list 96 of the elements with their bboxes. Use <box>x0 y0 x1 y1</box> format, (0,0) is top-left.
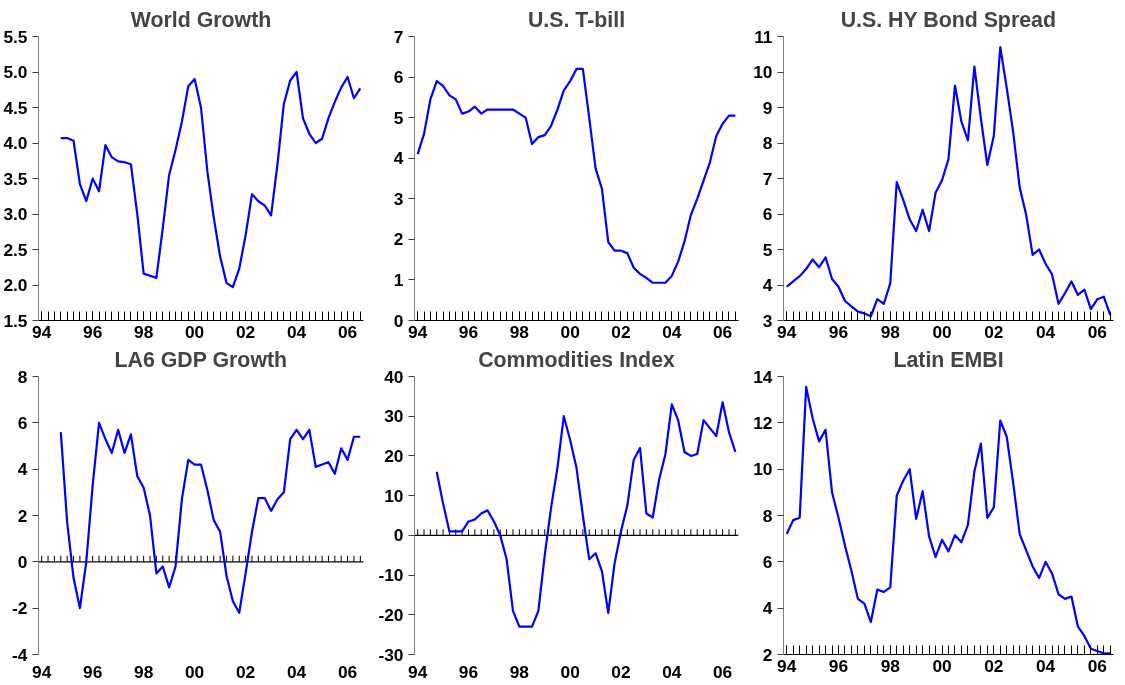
y-tick-label: 3.0 <box>3 204 28 224</box>
x-tick-label: 94 <box>777 321 797 342</box>
y-tick-label: 7 <box>393 26 404 47</box>
y-tick-label: 40 <box>384 366 404 387</box>
y-tick-label: 4.0 <box>3 133 28 153</box>
x-tick-label: 00 <box>932 655 952 676</box>
x-tick-label: 98 <box>509 661 530 682</box>
chart-title: U.S. T-bill <box>527 7 626 32</box>
y-tick-label: 4 <box>762 275 773 295</box>
x-tick-label: 96 <box>83 661 103 682</box>
y-tick-label: 2 <box>17 505 28 526</box>
x-tick-label: 02 <box>235 661 256 682</box>
x-tick-label: 06 <box>712 321 733 342</box>
y-tick-label: 1 <box>393 269 404 290</box>
x-tick-label: 96 <box>458 661 479 682</box>
chart-title: Latin EMBI <box>893 347 1004 372</box>
x-tick-label: 94 <box>408 661 428 682</box>
x-tick-label: 02 <box>235 321 256 342</box>
x-tick-label: 06 <box>337 321 358 342</box>
y-tick-label: 30 <box>384 406 404 427</box>
y-tick-label: 2 <box>762 644 773 665</box>
y-tick-label: 7 <box>762 168 773 189</box>
x-tick-label: 96 <box>458 321 479 342</box>
y-tick-label: 9 <box>762 97 773 118</box>
x-tick-label: 02 <box>611 321 631 342</box>
y-tick-label: 5 <box>762 239 773 260</box>
x-tick-label: 04 <box>1035 321 1056 342</box>
x-tick-label: 98 <box>880 321 901 342</box>
y-tick-label: -2 <box>12 598 28 619</box>
y-tick-label: 12 <box>753 412 773 433</box>
x-tick-label: 96 <box>828 655 849 676</box>
y-tick-label: 10 <box>753 62 773 82</box>
y-tick-label: -30 <box>378 644 404 665</box>
x-tick-label: 98 <box>134 661 154 682</box>
y-tick-label: 6 <box>393 67 404 88</box>
y-tick-label: 0 <box>17 551 28 572</box>
chart-title: U.S. HY Bond Spread <box>840 7 1056 32</box>
x-tick-label: 06 <box>1087 321 1108 342</box>
y-tick-label: 10 <box>384 485 404 506</box>
x-tick-label: 00 <box>184 321 205 342</box>
y-tick-label: 14 <box>753 366 773 387</box>
y-tick-label: 6 <box>762 551 773 572</box>
x-tick-label: 00 <box>184 661 205 682</box>
x-tick-label: 06 <box>1087 655 1108 676</box>
y-tick-label: 8 <box>17 366 28 387</box>
x-tick-label: 04 <box>286 321 307 342</box>
x-tick-label: 94 <box>777 655 797 676</box>
x-tick-label: 98 <box>880 655 901 676</box>
x-tick-label: 00 <box>560 661 580 682</box>
y-tick-label: 0 <box>393 525 404 546</box>
y-tick-label: 20 <box>384 445 404 466</box>
x-tick-label: 04 <box>662 661 682 682</box>
y-tick-label: 3.5 <box>3 168 28 189</box>
y-tick-label: 0 <box>393 310 404 331</box>
x-tick-label: 02 <box>984 655 1004 676</box>
x-tick-label: 94 <box>32 661 52 682</box>
y-tick-label: 5.0 <box>3 62 28 82</box>
y-tick-label: -20 <box>378 604 404 625</box>
y-tick-label: 6 <box>17 412 28 433</box>
y-tick-label: 2 <box>393 229 404 250</box>
x-tick-label: 02 <box>984 321 1004 342</box>
y-tick-label: 4.5 <box>3 97 28 118</box>
x-tick-label: 06 <box>337 661 358 682</box>
x-tick-label: 98 <box>134 321 154 342</box>
x-tick-label: 98 <box>509 321 530 342</box>
y-tick-label: -10 <box>378 565 404 586</box>
y-tick-label: 8 <box>762 505 773 526</box>
y-tick-label: 4 <box>393 148 404 169</box>
chart-title: Commodities Index <box>478 347 675 372</box>
x-tick-label: 94 <box>408 321 428 342</box>
y-tick-label: 2.0 <box>3 275 28 295</box>
x-tick-label: 96 <box>828 321 849 342</box>
y-tick-label: 2.5 <box>3 239 28 260</box>
x-tick-label: 94 <box>32 321 52 342</box>
chart-title: World Growth <box>130 7 272 32</box>
y-tick-label: 3 <box>762 310 773 331</box>
x-tick-label: 04 <box>1035 655 1056 676</box>
y-tick-label: 4 <box>17 459 28 480</box>
x-tick-label: 06 <box>712 661 733 682</box>
y-tick-label: 1.5 <box>3 310 28 331</box>
y-tick-label: -4 <box>12 644 28 665</box>
y-tick-label: 4 <box>762 598 773 619</box>
x-tick-label: 02 <box>611 661 631 682</box>
x-tick-label: 04 <box>286 661 307 682</box>
y-tick-label: 8 <box>762 133 773 153</box>
chart-title: LA6 GDP Growth <box>114 347 288 372</box>
x-tick-label: 00 <box>560 321 580 342</box>
x-tick-label: 96 <box>83 321 103 342</box>
y-tick-label: 3 <box>393 188 404 209</box>
y-tick-label: 11 <box>754 26 773 47</box>
x-tick-label: 04 <box>662 321 682 342</box>
y-tick-label: 5 <box>393 107 404 128</box>
y-tick-label: 10 <box>753 459 773 480</box>
y-tick-label: 5.5 <box>3 26 28 47</box>
y-tick-label: 6 <box>762 204 773 224</box>
x-tick-label: 00 <box>932 321 952 342</box>
